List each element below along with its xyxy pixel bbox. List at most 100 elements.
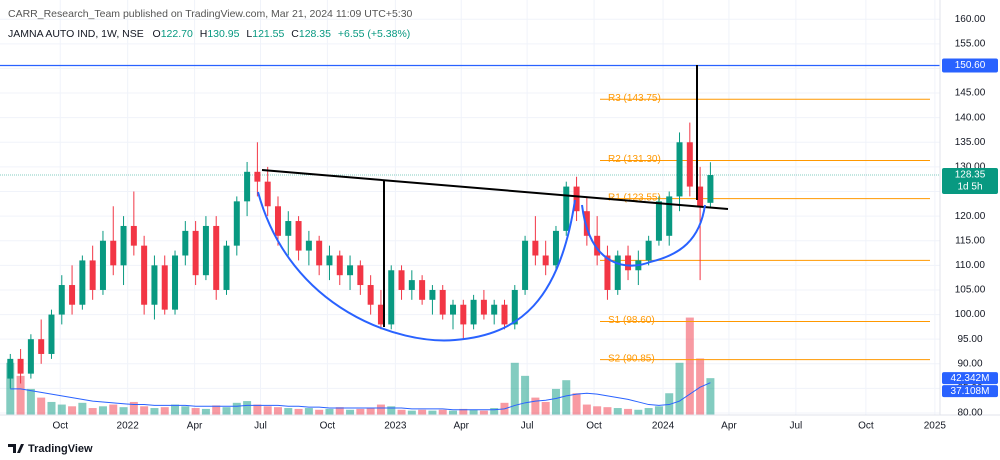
candle-body [48,314,55,354]
y-tick-label: 90.00 [957,358,982,369]
candle-body [130,225,137,246]
candle-body [655,201,662,241]
volume-bar [510,362,519,415]
x-tick-label: 2024 [652,421,675,432]
volume-bar [222,407,231,415]
volume-bar [521,375,530,415]
volume-bar [438,409,447,415]
volume-bar [562,380,571,415]
candle-body [99,240,106,290]
candle-body [151,265,158,305]
symbol: JAMNA AUTO IND, 1W, NSE [8,28,144,40]
drawings [257,65,729,342]
publisher: CARR_Research_Team published on TradingV… [8,8,413,20]
volume-bar [78,402,87,415]
volume-bar [603,407,612,415]
volume-bar [654,406,663,415]
candle-body [285,221,292,236]
candle-body [192,230,199,276]
volume-bar [572,393,581,415]
volume-bar [119,407,128,415]
candle-body [295,221,302,251]
candle-body [501,304,508,325]
volume-pane [6,317,715,415]
candle-body [419,280,426,300]
ohlc-value: 130.95 [207,28,240,40]
volume-bar [26,388,35,415]
trendline [261,169,729,210]
price-badge-label: 150.60 [955,60,986,71]
candle-body [254,171,261,182]
volume-bar [68,406,77,415]
volume-bar [304,408,313,415]
header: CARR_Research_Team published on TradingV… [8,4,414,44]
candle-body [120,225,127,266]
candle-body [110,240,117,266]
volume-bar [675,362,684,415]
logo: TradingView [8,443,93,455]
volume-bar [706,378,715,415]
volume-bar [263,406,272,415]
volume-bar [551,388,560,415]
candle-body [398,270,405,290]
y-tick-label: 120.00 [955,211,986,222]
volume-bar [232,402,241,415]
volume-bar [376,404,385,415]
candle-body [511,289,518,325]
y-tick-label: 135.00 [955,137,986,148]
pivot-label: S2 (90.85) [608,353,655,364]
brand: TradingView [28,443,93,455]
volume-bar [284,408,293,415]
pivot-label: R2 (131.30) [608,154,661,165]
pivot-label: R1 (123.55) [608,192,661,203]
x-tick-label: Jul [521,421,534,432]
volume-bar [479,410,488,415]
volume-bar [469,409,478,415]
x-tick-label: 2022 [117,421,140,432]
candle-body [666,196,673,236]
candle-body [460,304,467,325]
candle-body [274,206,281,236]
candle-body [141,245,148,305]
candle-body [522,240,529,290]
candles [7,122,714,389]
volume-bar [397,409,406,415]
x-tick-label: Oct [858,421,874,432]
candle-body [645,240,652,261]
ohlc-label: L [246,28,253,40]
volume-bar [191,408,200,415]
candle-body [625,255,632,271]
volume-bar [449,410,458,415]
volume-bar [160,407,169,415]
candle-body [172,255,179,310]
candle-body [563,186,570,231]
x-tick-label: Oct [320,421,336,432]
candle-body [223,245,230,290]
candle-body [79,260,86,305]
volume-bar [634,409,643,415]
y-tick-label: 160.00 [955,14,986,25]
volume-bar [88,408,97,415]
candle-body [707,175,714,203]
volume-bar [129,401,138,415]
volume-ma-badge-label: 37.108M [951,386,990,397]
candle-body [450,304,457,315]
candle-body [470,299,477,325]
candle-body [429,289,436,300]
y-tick-label: 110.00 [955,260,985,271]
ohlc-value: 128.35 [298,28,331,40]
volume-bar [531,397,540,415]
candle-body [676,142,683,197]
x-tick-label: Apr [187,421,203,432]
y-tick-label: 105.00 [955,285,986,296]
logo-icon [8,444,24,453]
candle-body [480,299,487,315]
volume-bar [346,409,355,415]
candle-body [161,265,168,310]
ohlc-label: C [291,28,299,40]
volume-bar [140,406,149,415]
candle-body [305,240,312,251]
volume-bar [150,408,159,415]
pivot-label: R3 (143.75) [608,93,661,104]
